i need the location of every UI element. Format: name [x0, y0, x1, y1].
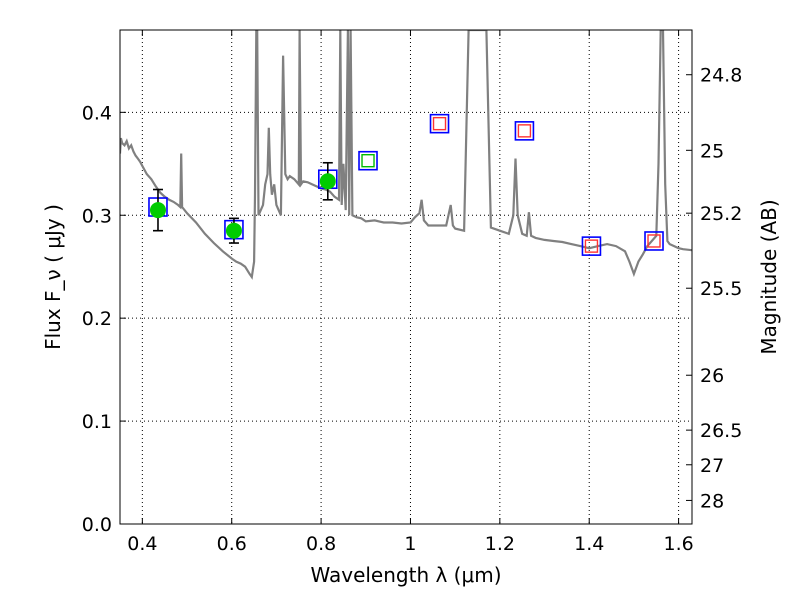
- x-tick-label: 0.8: [306, 533, 336, 555]
- y-axis-label: Flux F_ν ( μJy ): [41, 204, 65, 350]
- y-axis-left: 0.0 0.1 0.2 0.3 0.4: [82, 102, 126, 536]
- y-tick-label: 0.4: [82, 102, 112, 124]
- x-tick-label: 1.4: [574, 533, 604, 555]
- synthetic-photometry-red: [517, 124, 532, 138]
- markers-group: [148, 113, 664, 256]
- mag-tick-label: 25.2: [700, 203, 742, 225]
- synthetic-photometry-green: [361, 154, 375, 168]
- mag-tick-label: 27: [700, 455, 724, 477]
- y-tick-label: 0.0: [82, 514, 112, 536]
- y-axis-right-label: Magnitude (AB): [757, 199, 781, 354]
- model-photometry-box: [514, 121, 535, 141]
- model-photometry-box: [358, 150, 378, 171]
- mag-tick-label: 26: [700, 365, 724, 387]
- mag-tick-label: 25: [700, 140, 724, 162]
- observed-photometry-point: [149, 202, 166, 219]
- x-tick-label: 0.6: [217, 533, 247, 555]
- model-photometry-box: [429, 113, 450, 134]
- y-axis-right: 24.8 25 25.2 25.5 26 26.5 27 28: [686, 65, 742, 512]
- synthetic-photometry-red: [647, 234, 661, 248]
- x-axis-label: Wavelength λ (μm): [310, 563, 501, 587]
- y-tick-label: 0.1: [82, 411, 112, 433]
- model-photometry-box: [581, 236, 602, 256]
- y-tick-label: 0.2: [82, 308, 112, 330]
- observed-photometry-point: [319, 173, 336, 190]
- sed-model-line: [120, 30, 692, 280]
- grid-lines: [120, 30, 692, 525]
- x-tick-label: 1.2: [485, 533, 515, 555]
- x-tick-label: 1: [404, 533, 416, 555]
- sed-model-group: [120, 30, 692, 280]
- observed-photometry-point: [225, 222, 242, 239]
- mag-tick-label: 25.5: [700, 278, 742, 300]
- plot-frame: [119, 29, 693, 525]
- x-axis: 0.4 0.6 0.8 1 1.2 1.4 1.6: [127, 30, 694, 555]
- mag-tick-label: 26.5: [700, 420, 742, 442]
- y-tick-label: 0.3: [82, 205, 112, 227]
- synthetic-photometry-red: [432, 116, 447, 131]
- x-tick-label: 1.6: [663, 533, 693, 555]
- x-tick-label: 0.4: [127, 533, 157, 555]
- model-photometry-box: [644, 231, 664, 251]
- synthetic-photometry-red: [584, 239, 599, 253]
- mag-tick-label: 24.8: [700, 65, 742, 87]
- mag-tick-label: 28: [700, 490, 724, 512]
